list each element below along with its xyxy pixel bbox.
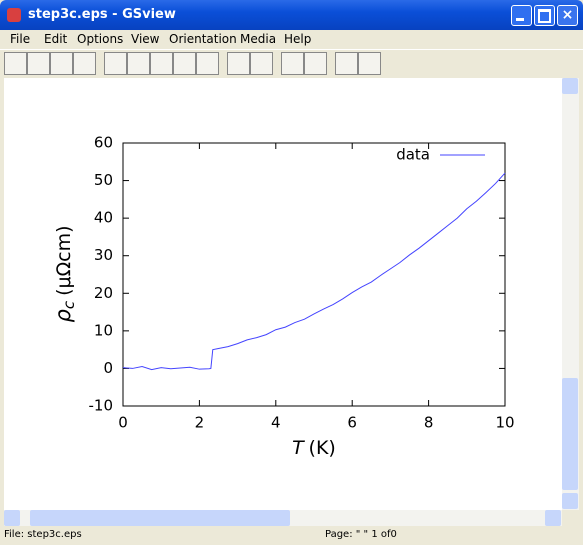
y-tick-label: 50 (94, 171, 113, 189)
y-axis-label: ρc (μΩcm) (51, 226, 78, 323)
scroll-up[interactable] (562, 78, 578, 94)
status-bar: File: step3c.eps Page: " " 1 of0 (0, 527, 583, 545)
toolbar-button[interactable] (127, 52, 150, 75)
app-icon (7, 8, 21, 22)
x-tick-label: 6 (347, 414, 357, 432)
y-tick-label: 0 (103, 359, 113, 377)
y-tick-label: -10 (89, 397, 114, 415)
x-axis-label: T (K) (292, 437, 336, 459)
menu-item[interactable]: Media (240, 32, 277, 46)
y-label-unit: (μΩcm) (53, 226, 75, 296)
vertical-scrollbar[interactable] (562, 78, 579, 510)
status-page: Page: " " 1 of0 (325, 529, 397, 540)
toolbar-button[interactable] (304, 52, 327, 75)
maximize-button[interactable] (534, 5, 555, 26)
legend-label: data (396, 146, 430, 164)
toolbar (0, 49, 583, 78)
y-tick-label: 30 (94, 246, 113, 264)
toolbar-button[interactable] (358, 52, 381, 75)
status-file: File: step3c.eps (4, 529, 82, 540)
y-tick-label: 60 (94, 134, 113, 152)
toolbar-button[interactable] (250, 52, 273, 75)
toolbar-button[interactable] (4, 52, 27, 75)
x-tick-label: 2 (195, 414, 205, 432)
toolbar-button[interactable] (281, 52, 304, 75)
menu-item[interactable]: Help (284, 32, 312, 46)
close-button[interactable]: × (557, 5, 578, 26)
x-tick-label: 0 (118, 414, 128, 432)
toolbar-button[interactable] (50, 52, 73, 75)
scroll-left[interactable] (4, 510, 20, 526)
horizontal-scrollbar[interactable] (4, 510, 562, 526)
x-tick-label: 4 (271, 414, 281, 432)
scroll-thumb[interactable] (562, 378, 578, 490)
toolbar-button[interactable] (150, 52, 173, 75)
toolbar-button[interactable] (227, 52, 250, 75)
document-view: -10 0 10 20 30 40 50 60 0 2 4 6 8 10 T (K) ρc(μΩcm) data (4, 78, 562, 510)
y-label-subscript: c (60, 300, 78, 309)
y-label-symbol: ρ (51, 308, 75, 322)
plot-frame (122, 142, 506, 407)
menu-item[interactable]: File (10, 32, 31, 46)
menu-item[interactable]: View (131, 32, 160, 46)
data-line (122, 172, 506, 371)
toolbar-button[interactable] (196, 52, 219, 75)
window-title: step3c.eps - GSview (28, 7, 176, 22)
x-label-unit: (K) (309, 437, 336, 459)
toolbar-button[interactable] (104, 52, 127, 75)
menu-item[interactable]: Edit (44, 32, 68, 46)
menu-item[interactable]: Options (77, 32, 124, 46)
x-tick-label: 10 (495, 414, 514, 432)
y-tick-label: 20 (94, 284, 113, 302)
y-tick-label: 40 (94, 209, 113, 227)
menu-item[interactable]: Orientation (169, 32, 237, 46)
scroll-thumb[interactable] (30, 510, 290, 526)
y-tick-label: 10 (94, 321, 113, 339)
toolbar-button[interactable] (73, 52, 96, 75)
toolbar-button[interactable] (27, 52, 50, 75)
scroll-right[interactable] (545, 510, 561, 526)
menu-bar: File Edit Options View Orientation Media Help (0, 30, 583, 48)
toolbar-button[interactable] (173, 52, 196, 75)
x-label-symbol: T (292, 437, 305, 459)
scroll-down[interactable] (562, 493, 578, 509)
minimize-button[interactable] (511, 5, 532, 26)
x-tick-label: 8 (424, 414, 434, 432)
toolbar-button[interactable] (335, 52, 358, 75)
title-bar: step3c.eps - GSview × (0, 0, 583, 30)
